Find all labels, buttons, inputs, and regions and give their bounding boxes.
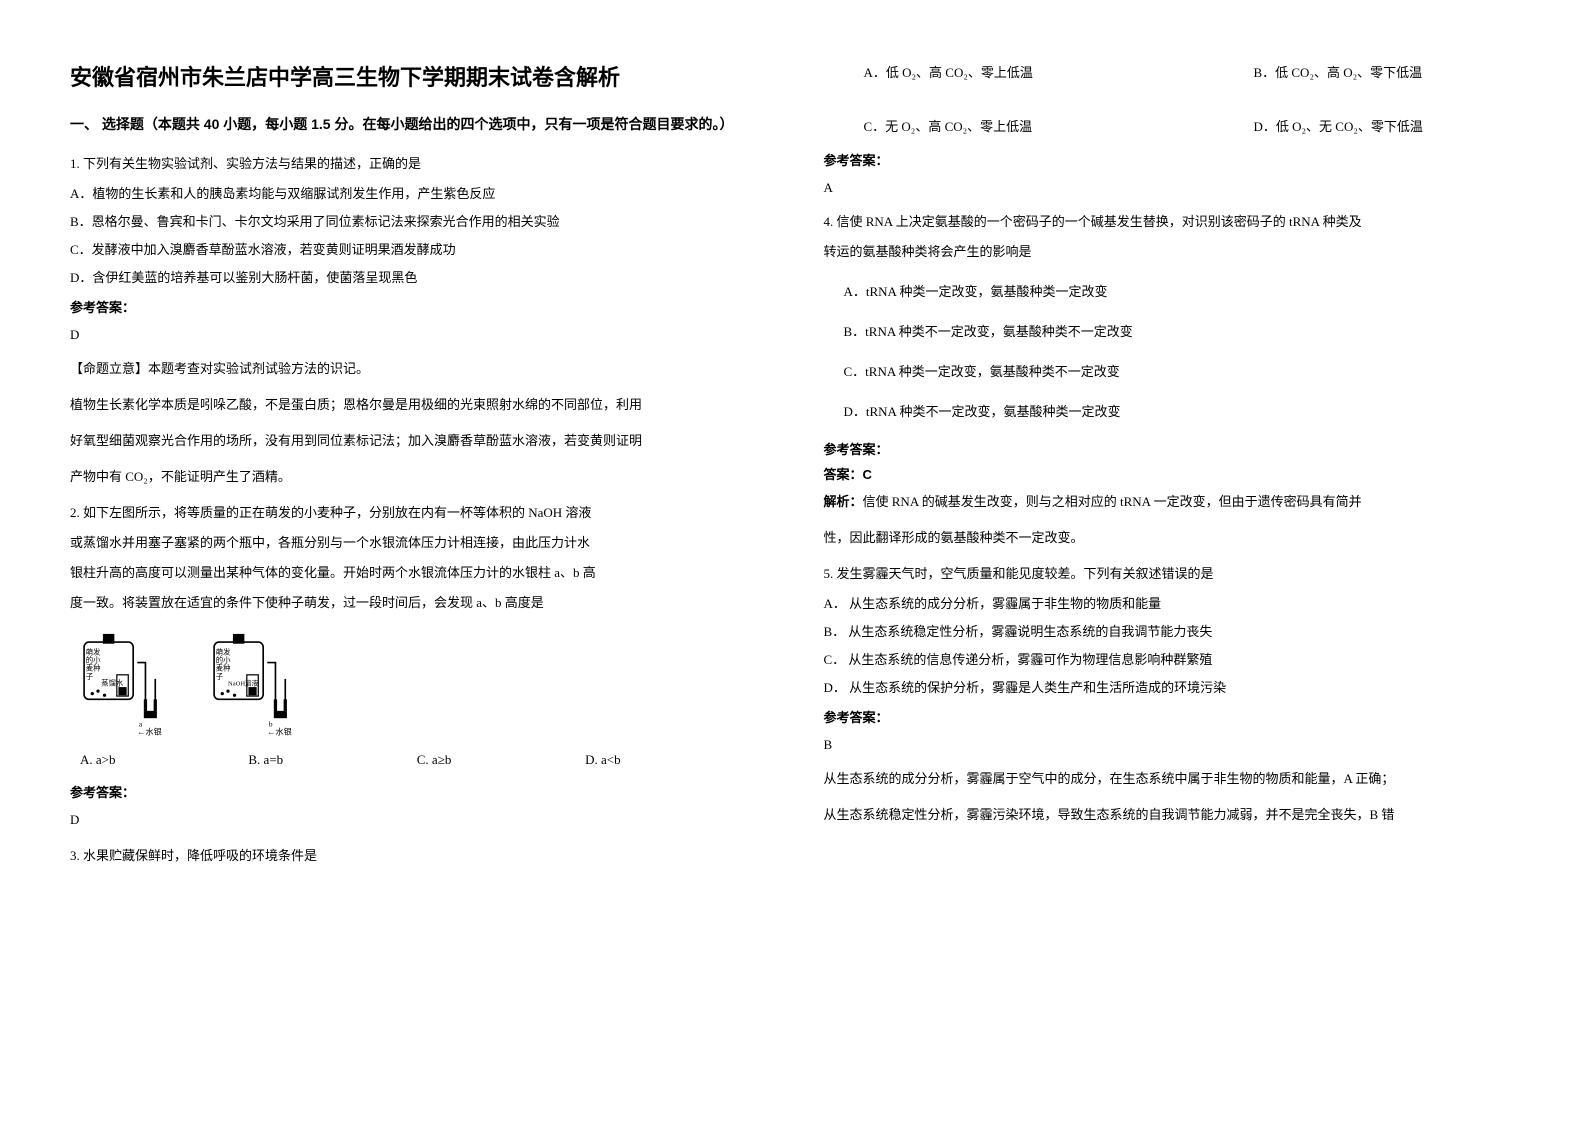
- q1-opt-a: A．植物的生长素和人的胰岛素均能与双缩脲试剂发生作用，产生紫色反应: [70, 181, 764, 207]
- q4-exp1: 解析：信使 RNA 的碱基发生改变，则与之相对应的 tRNA 一定改变，但由于遗…: [824, 489, 1518, 515]
- svg-text:子: 子: [216, 672, 223, 681]
- q5-answer: B: [824, 732, 1518, 758]
- q1-exp-label: 【命题立意】本题考查对实验试剂试验方法的识记。: [70, 356, 764, 382]
- q5-opt-c: C． 从生态系统的信息传递分析，雾霾可作为物理信息影响种群繁殖: [824, 647, 1518, 673]
- q5-opt-a: A． 从生态系统的成分分析，雾霾属于非生物的物质和能量: [824, 591, 1518, 617]
- q5-opt-b: B． 从生态系统稳定性分析，雾霾说明生态系统的自我调节能力丧失: [824, 619, 1518, 645]
- q2-opt-b: B. a=b: [248, 752, 416, 768]
- q2-stem4: 度一致。将装置放在适宜的条件下使种子萌发，过一段时间后，会发现 a、b 高度是: [70, 590, 764, 616]
- q1-answer-label: 参考答案：: [70, 297, 764, 316]
- q3-opt-c: C．无 O₂、高 CO₂、零上低温: [824, 114, 1254, 140]
- page-title: 安徽省宿州市朱兰店中学高三生物下学期期末试卷含解析: [70, 60, 764, 92]
- q4-exp-label: 解析：: [824, 494, 863, 509]
- q2-diagram: 萌发 的小 麦种 子 蒸馏水 a ←水银 萌发 的小 麦种 子 NaOH溶液: [70, 628, 764, 738]
- q4-answer: 答案：C: [824, 464, 1518, 483]
- q4-stem2: 转运的氨基酸种类将会产生的影响是: [824, 239, 1518, 265]
- q5-exp2: 从生态系统稳定性分析，雾霾污染环境，导致生态系统的自我调节能力减弱，并不是完全丧…: [824, 802, 1518, 828]
- q3-opt-a: A．低 O₂、高 CO₂、零上低温: [824, 60, 1254, 86]
- q2-options: A. a>b B. a=b C. a≥b D. a<b: [70, 752, 764, 768]
- flask-left-icon: 萌发 的小 麦种 子 蒸馏水 a ←水银: [80, 628, 170, 738]
- q1-opt-d: D．含伊红美蓝的培养基可以鉴别大肠杆菌，使菌落呈现黑色: [70, 265, 764, 291]
- q1-exp1: 植物生长素化学本质是吲哚乙酸，不是蛋白质；恩格尔曼是用极细的光束照射水绵的不同部…: [70, 392, 764, 418]
- flask-left-mercury-label: ←水银: [137, 727, 162, 737]
- svg-text:子: 子: [86, 672, 93, 681]
- q4-opt-c: C．tRNA 种类一定改变，氨基酸种类不一定改变: [824, 359, 1518, 385]
- q4-opt-b: B．tRNA 种类不一定改变，氨基酸种类不一定改变: [824, 319, 1518, 345]
- q3-answer-label: 参考答案：: [824, 150, 1518, 169]
- q4-stem1: 4. 信使 RNA 上决定氨基酸的一个密码子的一个碱基发生替换，对识别该密码子的…: [824, 209, 1518, 235]
- right-column: A．低 O₂、高 CO₂、零上低温 B．低 CO₂、高 O₂、零下低温 C．无 …: [794, 60, 1548, 1082]
- q2-answer-label: 参考答案：: [70, 782, 764, 801]
- q4-exp1-text: 信使 RNA 的碱基发生改变，则与之相对应的 tRNA 一定改变，但由于遗传密码…: [863, 494, 1362, 509]
- q4-answer-label: 参考答案：: [824, 439, 1518, 458]
- q3-stem: 3. 水果贮藏保鲜时，降低呼吸的环境条件是: [70, 843, 764, 869]
- q3-answer: A: [824, 175, 1518, 201]
- q2-opt-c: C. a≥b: [417, 752, 585, 768]
- q5-opt-d: D． 从生态系统的保护分析，雾霾是人类生产和生活所造成的环境污染: [824, 675, 1518, 701]
- flask-right-mercury-label: ←水银: [267, 727, 292, 737]
- q5-exp1: 从生态系统的成分分析，雾霾属于空气中的成分，在生态系统中属于非生物的物质和能量，…: [824, 766, 1518, 792]
- q3-opt-d: D．低 O₂、无 CO₂、零下低温: [1253, 114, 1517, 140]
- q3-options: A．低 O₂、高 CO₂、零上低温 B．低 CO₂、高 O₂、零下低温 C．无 …: [824, 60, 1518, 140]
- q4-opt-a: A．tRNA 种类一定改变，氨基酸种类一定改变: [824, 279, 1518, 305]
- q2-stem3: 银柱升高的高度可以测量出某种气体的变化量。开始时两个水银流体压力计的水银柱 a、…: [70, 560, 764, 586]
- q2-opt-a: A. a>b: [80, 752, 248, 768]
- q1-opt-b: B．恩格尔曼、鲁宾和卡门、卡尔文均采用了同位素标记法来探索光合作用的相关实验: [70, 209, 764, 235]
- left-column: 安徽省宿州市朱兰店中学高三生物下学期期末试卷含解析 一、 选择题（本题共 40 …: [40, 60, 794, 1082]
- q1-opt-c: C．发酵液中加入溴麝香草酚蓝水溶液，若变黄则证明果酒发酵成功: [70, 237, 764, 263]
- q2-opt-d: D. a<b: [585, 752, 753, 768]
- flask-right-liquid-label: NaOH溶液: [228, 679, 259, 688]
- section-header: 一、 选择题（本题共 40 小题，每小题 1.5 分。在每小题给出的四个选项中，…: [70, 112, 764, 137]
- flask-left-liquid-label: 蒸馏水: [101, 679, 124, 688]
- q2-answer: D: [70, 807, 764, 833]
- flask-right-icon: 萌发 的小 麦种 子 NaOH溶液 b ←水银: [210, 628, 300, 738]
- q4-exp2: 性，因此翻译形成的氨基酸种类不一定改变。: [824, 525, 1518, 551]
- q1-exp2: 好氧型细菌观察光合作用的场所，没有用到同位素标记法；加入溴麝香草酚蓝水溶液，若变…: [70, 428, 764, 454]
- q4-opt-d: D．tRNA 种类不一定改变，氨基酸种类一定改变: [824, 399, 1518, 425]
- q5-answer-label: 参考答案：: [824, 707, 1518, 726]
- q3-opt-b: B．低 CO₂、高 O₂、零下低温: [1253, 60, 1517, 86]
- q2-stem1: 2. 如下左图所示，将等质量的正在萌发的小麦种子，分别放在内有一杯等体积的 Na…: [70, 500, 764, 526]
- q1-answer: D: [70, 322, 764, 348]
- q1-exp3: 产物中有 CO₂，不能证明产生了酒精。: [70, 464, 764, 490]
- q2-stem2: 或蒸馏水并用塞子塞紧的两个瓶中，各瓶分别与一个水银流体压力计相连接，由此压力计水: [70, 530, 764, 556]
- q1-stem: 1. 下列有关生物实验试剂、实验方法与结果的描述，正确的是: [70, 151, 764, 177]
- q5-stem: 5. 发生雾霾天气时，空气质量和能见度较差。下列有关叙述错误的是: [824, 561, 1518, 587]
